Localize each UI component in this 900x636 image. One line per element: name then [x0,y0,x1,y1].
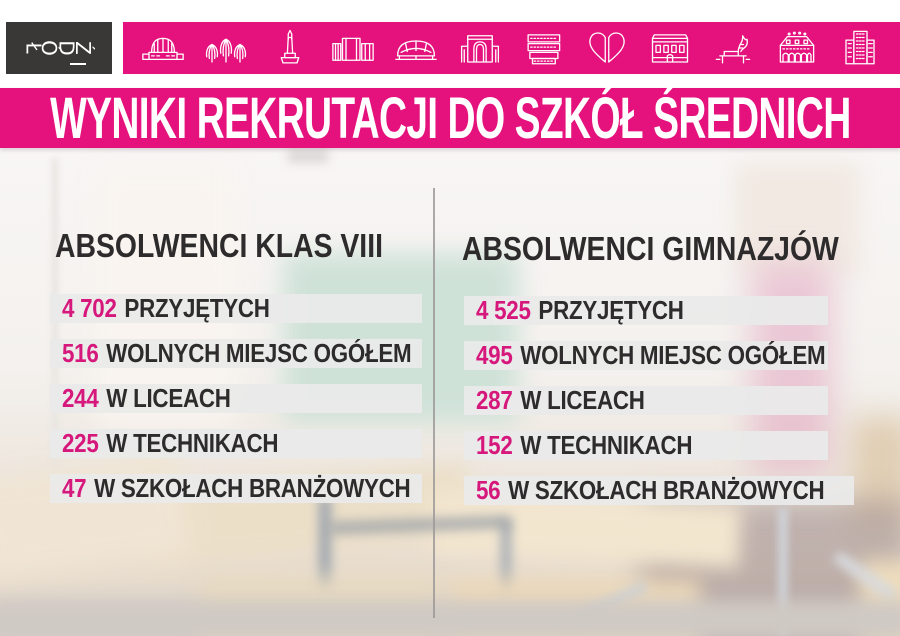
stat-row-gimnazja-technika: 152 W TECHNIKACH [464,430,828,460]
stat-row-klas8-przyjetych: 4 702 PRZYJĘTYCH [50,293,422,323]
atlas-arena-icon [395,40,438,61]
stat-value: 4 702 [62,293,117,323]
stat-value: 495 [476,340,513,370]
landmark-icon-strip [123,22,900,74]
title-banner: WYNIKI REKRUTACJI DO SZKÓŁ ŚREDNICH [0,86,900,151]
stat-row-klas8-licea: 244 W LICEACH [50,383,422,413]
photo-floor-strip [0,600,900,636]
piano-monument-icon [716,35,751,64]
stat-value: 152 [476,430,513,460]
city-blocks-icon [332,37,374,61]
stat-value: 244 [62,383,99,413]
stat-label: W SZKOŁACH BRANŻOWYCH [94,473,411,503]
logo-letter-4: Ź [71,41,96,55]
stat-row-gimnazja-branzowe: 56 W SZKOŁACH BRANŻOWYCH [464,475,854,505]
stat-value: 287 [476,385,513,415]
lodz-logo-letters: Ł Ó D Ź [22,36,96,60]
monument-icon [280,29,299,64]
manor-house-icon [779,31,815,63]
stat-row-klas8-technika: 225 W TECHNIKACH [50,428,422,458]
stat-label: WOLNYCH MIEJSC OGÓŁEM [106,338,412,368]
palace-icon [651,34,689,63]
stat-row-klas8-branzowe: 47 W SZKOŁACH BRANŻOWYCH [50,473,422,503]
photo-whiteboard [735,163,860,273]
stat-value: 4 525 [476,295,531,325]
stat-label: W LICEACH [520,385,645,415]
logo-fine-print [70,63,86,65]
arch-gate-icon [460,35,499,63]
stat-value: 47 [62,473,87,503]
tower-block-icon [845,30,875,65]
heart-leaves-icon [588,32,625,63]
fabryczna-station-icon [141,37,184,61]
stat-label: W TECHNIKACH [106,428,279,458]
stat-label: W TECHNIKACH [520,430,693,460]
stat-row-gimnazja-przyjetych: 4 525 PRZYJĘTYCH [464,295,828,325]
stat-value: 56 [476,475,501,505]
left-column-title: ABSOLWENCI KLAS VIII [55,227,383,264]
column-divider [433,188,435,618]
photo-desk-leg-3 [778,508,788,636]
photo-gray-smudge [288,150,328,162]
stat-row-gimnazja-wolne-miejsca: 495 WOLNYCH MIEJSC OGÓŁEM [464,340,828,370]
tree-arches-icon [205,38,247,63]
page-title: WYNIKI REKRUTACJI DO SZKÓŁ ŚREDNICH [49,85,851,151]
stat-value: 516 [62,338,99,368]
stat-label: PRZYJĘTYCH [538,295,684,325]
stat-label: PRZYJĘTYCH [124,293,270,323]
stat-value: 225 [62,428,99,458]
stat-label: WOLNYCH MIEJSC OGÓŁEM [520,340,826,370]
terraced-building-icon [527,34,561,65]
lodz-city-logo: Ł Ó D Ź [6,22,112,74]
stat-row-gimnazja-licea: 287 W LICEACH [464,385,828,415]
stat-row-klas8-wolne-miejsca: 516 WOLNYCH MIEJSC OGÓŁEM [50,338,422,368]
right-column-title: ABSOLWENCI GIMNAZJÓW [462,230,839,267]
stat-label: W SZKOŁACH BRANŻOWYCH [508,475,825,505]
stat-label: W LICEACH [106,383,231,413]
